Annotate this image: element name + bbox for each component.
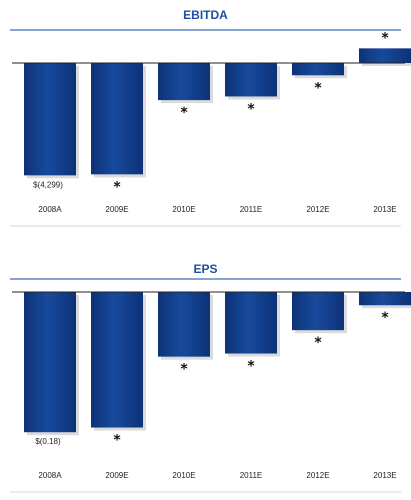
eps-bar-2013E — [359, 292, 411, 306]
ebitda-bar-2009E — [91, 63, 143, 175]
ebitda-chart-plot: $(4,299) 2008A * 2009E * 2010E * 2011E * 2012E * 20… — [10, 29, 411, 227]
eps-data-label-2009E: * — [113, 433, 121, 449]
ebitda-bar-2010E — [158, 63, 210, 101]
eps-data-label-2013E: * — [381, 310, 389, 326]
ebitda-bar-2013E — [359, 48, 411, 63]
ebitda-bar-2011E — [225, 63, 277, 97]
eps-tick-label: 2009E — [105, 471, 128, 480]
eps-data-label-2011E: * — [247, 359, 255, 375]
eps-bar-2011E — [225, 292, 277, 354]
ebitda-tick-label: 2011E — [240, 205, 263, 214]
ebitda-bar-2008A — [24, 63, 76, 176]
ebitda-tick-label: 2010E — [172, 205, 195, 214]
eps-tick-label: 2011E — [240, 471, 263, 480]
ebitda-bar-2012E — [292, 63, 344, 76]
eps-data-label-2010E: * — [180, 362, 188, 378]
eps-tick-label: 2012E — [306, 471, 329, 480]
ebitda-data-label-2010E: * — [180, 105, 188, 121]
ebitda-tick-label: 2009E — [105, 205, 128, 214]
ebitda-chart-title: EBITDA — [183, 8, 228, 22]
eps-tick-label: 2013E — [373, 471, 396, 480]
eps-chart-title: EPS — [193, 262, 218, 276]
ebitda-data-label-2013E: * — [381, 30, 389, 46]
eps-data-label-2012E: * — [314, 335, 322, 351]
ebitda-data-label-2009E: * — [113, 179, 121, 195]
eps-bar-2010E — [158, 292, 210, 357]
ebitda-tick-label: 2012E — [306, 205, 329, 214]
ebitda-data-label-2012E: * — [314, 80, 322, 96]
eps-tick-label: 2008A — [38, 471, 62, 480]
eps-bar-2009E — [91, 292, 143, 428]
ebitda-data-label-2008A: $(4,299) — [33, 180, 63, 189]
ebitda-tick-label: 2013E — [373, 205, 396, 214]
eps-tick-label: 2010E — [172, 471, 195, 480]
eps-data-label-2008A: $(0.18) — [35, 437, 61, 446]
ebitda-tick-label: 2008A — [38, 205, 62, 214]
eps-bar-2008A — [24, 292, 76, 433]
eps-bar-2012E — [292, 292, 344, 331]
ebitda-data-label-2011E: * — [247, 101, 255, 117]
